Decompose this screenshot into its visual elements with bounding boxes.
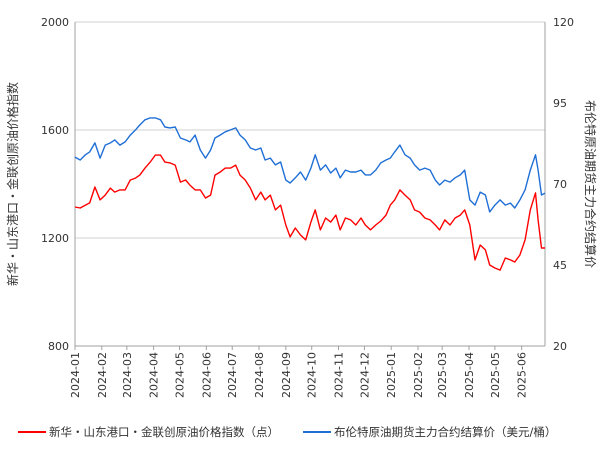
x-tick-label: 2025-02 (412, 352, 425, 398)
series-line-brent (74, 117, 546, 213)
grid (75, 21, 545, 239)
axes: 800 1200 1600 2000 20 45 70 95 120 2024-01 2024-02… (41, 16, 574, 398)
x-tick-label: 2024-05 (174, 352, 187, 398)
left-tick-label: 2000 (41, 16, 69, 29)
x-tick-label: 2024-04 (148, 352, 161, 398)
legend: 新华・山东港口・金联创原油价格指数（点） 布伦特原油期货主力合约结算价（美元/桶… (18, 425, 556, 439)
x-tick-label: 2024-10 (306, 352, 319, 398)
x-tick-label: 2024-12 (358, 352, 371, 398)
x-tick-label: 2024-11 (333, 352, 346, 398)
series-lines (74, 117, 546, 271)
left-axis-title: 新华・山东港口・金联创原油价格指数 (5, 82, 20, 286)
series-line-index (74, 154, 545, 271)
x-tick-label: 2025-01 (385, 352, 398, 398)
x-tick-label: 2024-08 (253, 352, 266, 398)
legend-label-brent: 布伦特原油期货主力合约结算价（美元/桶） (334, 425, 556, 439)
right-tick-label: 45 (553, 259, 567, 272)
x-tick-label: 2024-03 (121, 352, 134, 398)
right-axis-title: 布伦特原油期货主力合约结算价 (583, 100, 598, 268)
x-tick-label: 2025-04 (463, 352, 476, 398)
x-tick-label: 2024-07 (226, 352, 239, 398)
right-tick-label: 95 (553, 97, 567, 110)
x-tick-label: 2025-05 (489, 352, 502, 398)
x-tick-label: 2025-06 (516, 352, 529, 398)
x-tick-label: 2024-02 (96, 352, 109, 398)
x-tick-label: 2025-03 (436, 352, 449, 398)
left-tick-label: 1200 (41, 232, 69, 245)
right-tick-label: 70 (553, 178, 567, 191)
x-tick-label: 2024-09 (280, 352, 293, 398)
right-tick-label: 20 (553, 340, 567, 353)
left-tick-label: 1600 (41, 124, 69, 137)
right-tick-label: 120 (553, 16, 574, 29)
legend-label-index: 新华・山东港口・金联创原油价格指数（点） (49, 425, 279, 439)
x-tick-label: 2024-01 (69, 352, 82, 398)
left-tick-label: 800 (48, 340, 69, 353)
x-tick-label: 2024-06 (200, 352, 213, 398)
